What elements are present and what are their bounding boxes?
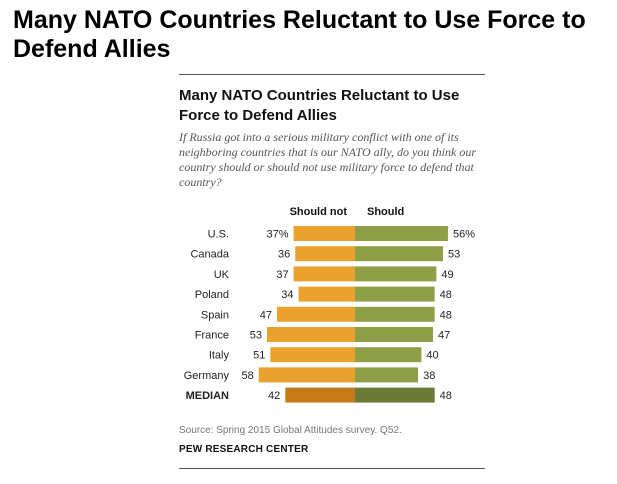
value-label-should-not: 47: [260, 309, 272, 321]
bar-should-not: [276, 306, 355, 322]
value-label-should-not: 37%: [267, 229, 289, 241]
bar-should-not: [270, 347, 355, 363]
bottom-divider: [179, 468, 485, 469]
bar-should: [355, 327, 434, 342]
category-label: U.S.: [208, 229, 229, 241]
bar-should: [355, 387, 435, 403]
category-label: Poland: [195, 289, 229, 301]
category-label: Italy: [209, 350, 230, 362]
bar-should-not: [285, 387, 355, 403]
bar-should: [355, 286, 435, 302]
value-label-should: 48: [440, 289, 452, 301]
value-label-should-not: 37: [276, 269, 288, 281]
page-title: Many NATO Countries Reluctant to Use For…: [13, 6, 586, 63]
bar-should-not: [295, 246, 355, 262]
category-label: UK: [214, 269, 230, 281]
value-label-should: 49: [441, 269, 453, 281]
value-label-should: 38: [423, 370, 435, 382]
category-label: Canada: [190, 249, 229, 261]
bar-should-not: [298, 286, 355, 302]
bar-should: [355, 347, 422, 363]
bar-should: [355, 226, 448, 241]
bar-should: [355, 306, 435, 322]
category-label: Spain: [201, 309, 229, 321]
top-divider: [179, 74, 485, 75]
category-label: MEDIAN: [186, 390, 229, 402]
value-label-should-not: 51: [253, 350, 265, 362]
value-label-should: 48: [440, 390, 452, 402]
value-label-should-not: 58: [241, 370, 253, 382]
category-label: Germany: [184, 370, 230, 382]
bar-should: [355, 246, 443, 262]
chart-title: Many NATO Countries Reluctant to Use For…: [179, 87, 460, 124]
value-label-should: 53: [448, 249, 460, 261]
value-label-should: 56%: [453, 229, 475, 241]
bar-should-not: [267, 327, 355, 342]
value-label-should: 48: [440, 309, 452, 321]
bar-should-not: [293, 266, 355, 282]
value-label-should-not: 42: [268, 390, 280, 402]
credit-line: PEW RESEARCH CENTER: [179, 444, 309, 455]
value-label-should: 47: [438, 330, 450, 342]
value-label-should-not: 36: [278, 249, 290, 261]
legend-should-not: Should not: [290, 206, 348, 218]
value-label-should-not: 34: [281, 289, 293, 301]
category-label: France: [195, 330, 229, 342]
bar-should-not: [293, 226, 355, 241]
bar-should: [355, 367, 419, 383]
value-label-should-not: 53: [250, 330, 262, 342]
legend-should: Should: [367, 206, 404, 218]
bar-should-not: [258, 367, 355, 383]
source-note: Source: Spring 2015 Global Attitudes sur…: [179, 425, 402, 436]
chart-subtitle: If Russia got into a serious military co…: [179, 130, 476, 189]
bar-should: [355, 266, 437, 282]
value-label-should: 40: [426, 350, 438, 362]
